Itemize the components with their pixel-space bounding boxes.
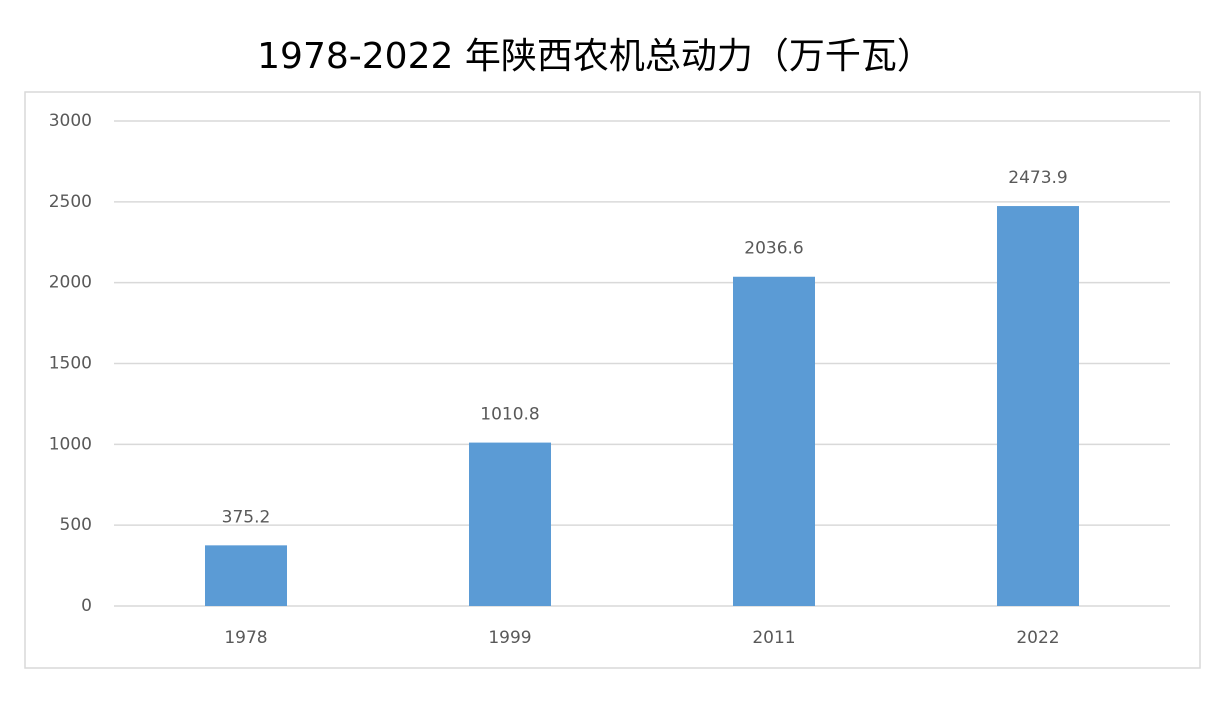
bar xyxy=(997,206,1079,606)
y-tick-label: 1000 xyxy=(49,434,92,454)
data-label: 2036.6 xyxy=(744,239,803,259)
x-tick-label: 1999 xyxy=(488,628,531,648)
y-tick-label: 1500 xyxy=(49,354,92,374)
data-label: 1010.8 xyxy=(480,405,539,425)
bar xyxy=(205,545,287,606)
x-tick-label: 2022 xyxy=(1016,628,1059,648)
y-tick-label: 2000 xyxy=(49,273,92,293)
data-label: 375.2 xyxy=(222,507,271,527)
y-tick-label: 2500 xyxy=(49,192,92,212)
y-tick-label: 0 xyxy=(81,596,92,616)
y-tick-label: 500 xyxy=(60,515,92,535)
bar xyxy=(469,442,551,606)
y-tick-label: 3000 xyxy=(49,111,92,131)
bar xyxy=(733,276,815,606)
x-tick-label: 1978 xyxy=(224,628,267,648)
chart-title: 1978-2022 年陕西农机总动力（万千瓦） xyxy=(257,36,933,77)
x-tick-label: 2011 xyxy=(752,628,795,648)
data-label: 2473.9 xyxy=(1008,168,1067,188)
